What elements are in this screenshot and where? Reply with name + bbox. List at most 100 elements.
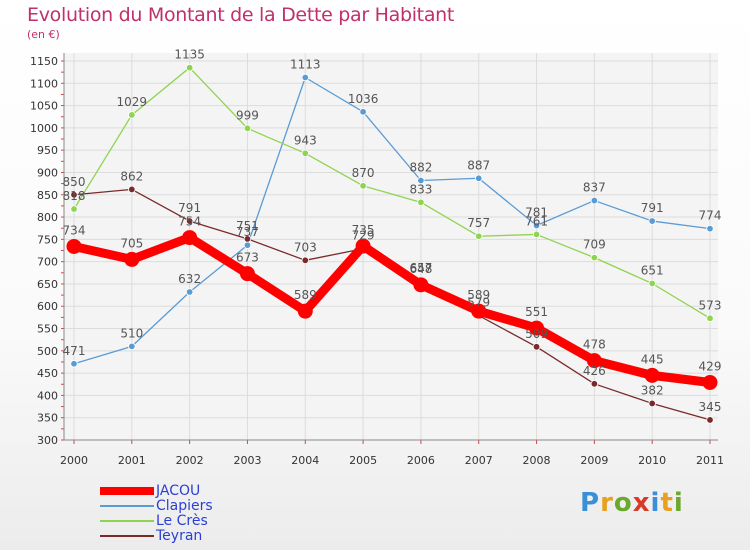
point-teyran-2011 (706, 416, 714, 424)
y-tick-label-1000: 1000 (30, 122, 58, 135)
data-label-le-cr-s-2010: 651 (641, 263, 664, 277)
point-clapiers-2006 (417, 176, 425, 185)
point-le-cr-s-2004 (301, 149, 309, 157)
point-jacou-2011 (702, 374, 718, 390)
point-jacou-2006 (413, 277, 429, 293)
point-teyran-2010 (648, 399, 656, 408)
legend-label-le-cr-s: Le Crès (156, 513, 208, 529)
point-jacou-2007 (471, 303, 487, 319)
data-label-jacou-2004: 589 (294, 288, 317, 302)
y-tick-label-850: 850 (37, 189, 58, 202)
data-label-le-cr-s-2003: 999 (236, 108, 259, 122)
point-clapiers-2001 (128, 342, 136, 351)
data-label-le-cr-s-2005: 870 (352, 166, 375, 180)
point-jacou-2005 (355, 238, 371, 254)
data-label-jacou-2008: 551 (525, 305, 548, 319)
point-le-cr-s-2008 (532, 230, 541, 239)
y-tick-label-1100: 1100 (30, 77, 58, 90)
x-tick-label-2003: 2003 (233, 454, 261, 467)
legend-label-jacou: JACOU (156, 483, 201, 499)
point-le-cr-s-2010 (648, 279, 656, 288)
data-label-jacou-2002: 754 (178, 215, 201, 229)
point-le-cr-s-2003 (243, 124, 252, 133)
x-tick-label-2002: 2002 (176, 454, 204, 467)
series-line-clapiers (73, 76, 711, 365)
point-jacou-2004 (297, 303, 313, 319)
data-label-le-cr-s-2001: 1029 (117, 95, 148, 109)
point-jacou-2001 (124, 251, 140, 267)
logo-letter: i (673, 488, 684, 518)
point-jacou-2010 (644, 367, 660, 383)
chart-title: Evolution du Montant de la Dette par Hab… (27, 4, 455, 26)
point-clapiers-2009 (590, 196, 599, 205)
y-tick-label-900: 900 (37, 166, 58, 179)
data-label-clapiers-2000: 471 (63, 344, 86, 358)
series-line-le-cr-s (73, 67, 711, 319)
data-label-jacou-2000: 734 (63, 223, 86, 237)
series-line-jacou (69, 233, 715, 387)
data-label-le-cr-s-2007: 757 (467, 216, 490, 230)
x-tick-label-2011: 2011 (696, 454, 724, 467)
point-le-cr-s-2005 (359, 182, 367, 190)
y-tick-label-1150: 1150 (30, 55, 58, 68)
point-teyran-2008 (532, 343, 541, 351)
data-label-jacou-2005: 735 (352, 223, 375, 237)
logo-letter: t (660, 488, 674, 518)
y-tick-label-400: 400 (37, 389, 58, 402)
point-teyran-2009 (590, 380, 599, 388)
data-label-teyran-2007: 579 (467, 296, 490, 310)
logo-letter: P (580, 488, 601, 518)
proxiti-logo: Proxiti (580, 488, 684, 518)
y-tick-label-500: 500 (37, 345, 58, 358)
x-tick-label-2000: 2000 (60, 454, 88, 467)
y-tick-label-450: 450 (37, 367, 58, 380)
data-label-jacou-2003: 673 (236, 251, 259, 265)
data-label-teyran-2004: 703 (294, 240, 317, 254)
data-label-jacou-2007: 589 (467, 288, 490, 302)
point-teyran-2000 (70, 191, 78, 199)
data-label-clapiers-2010: 791 (641, 201, 664, 215)
y-tick-label-350: 350 (37, 412, 58, 425)
data-label-clapiers-2002: 632 (178, 272, 201, 286)
point-clapiers-2000 (70, 360, 78, 368)
data-label-clapiers-2001: 510 (120, 326, 143, 340)
data-label-jacou-2009: 478 (583, 338, 606, 352)
point-clapiers-2007 (475, 174, 483, 182)
point-clapiers-2011 (706, 224, 714, 233)
legend-swatch-le-cr-s (100, 520, 154, 522)
point-jacou-2003 (239, 266, 255, 282)
legend-swatch-jacou (100, 487, 154, 495)
logo-letter: r (600, 488, 614, 518)
data-label-teyran-2002: 791 (178, 201, 201, 215)
legend-label-teyran: Teyran (156, 528, 203, 544)
point-le-cr-s-2007 (475, 232, 483, 240)
point-jacou-2000 (66, 238, 82, 254)
y-tick-label-750: 750 (37, 233, 58, 246)
data-label-le-cr-s-2000: 818 (63, 189, 86, 203)
data-label-teyran-2006: 657 (409, 261, 432, 275)
point-clapiers-2002 (185, 288, 194, 296)
y-tick-label-600: 600 (37, 300, 58, 313)
point-le-cr-s-2000 (70, 205, 78, 213)
logo-letter: i (650, 488, 661, 518)
x-tick-label-2004: 2004 (291, 454, 319, 467)
data-label-teyran-2010: 382 (641, 383, 664, 397)
data-label-teyran-2009: 426 (583, 364, 606, 378)
data-label-teyran-2005: 729 (352, 229, 375, 243)
data-label-teyran-2001: 862 (120, 169, 143, 183)
y-tick-label-550: 550 (37, 323, 58, 336)
y-tick-label-1050: 1050 (30, 100, 58, 113)
data-label-le-cr-s-2011: 573 (699, 298, 722, 312)
y-tick-label-950: 950 (37, 144, 58, 157)
y-tick-label-700: 700 (37, 256, 58, 269)
x-tick-label-2010: 2010 (638, 454, 666, 467)
y-tick-label-800: 800 (37, 211, 58, 224)
data-label-jacou-2011: 429 (699, 359, 722, 373)
data-label-jacou-2010: 445 (641, 352, 664, 366)
data-label-clapiers-2011: 774 (699, 209, 722, 223)
logo-letter: o (613, 488, 633, 518)
point-teyran-2004 (301, 256, 309, 265)
y-tick-label-300: 300 (37, 434, 58, 447)
data-label-le-cr-s-2009: 709 (583, 238, 606, 252)
